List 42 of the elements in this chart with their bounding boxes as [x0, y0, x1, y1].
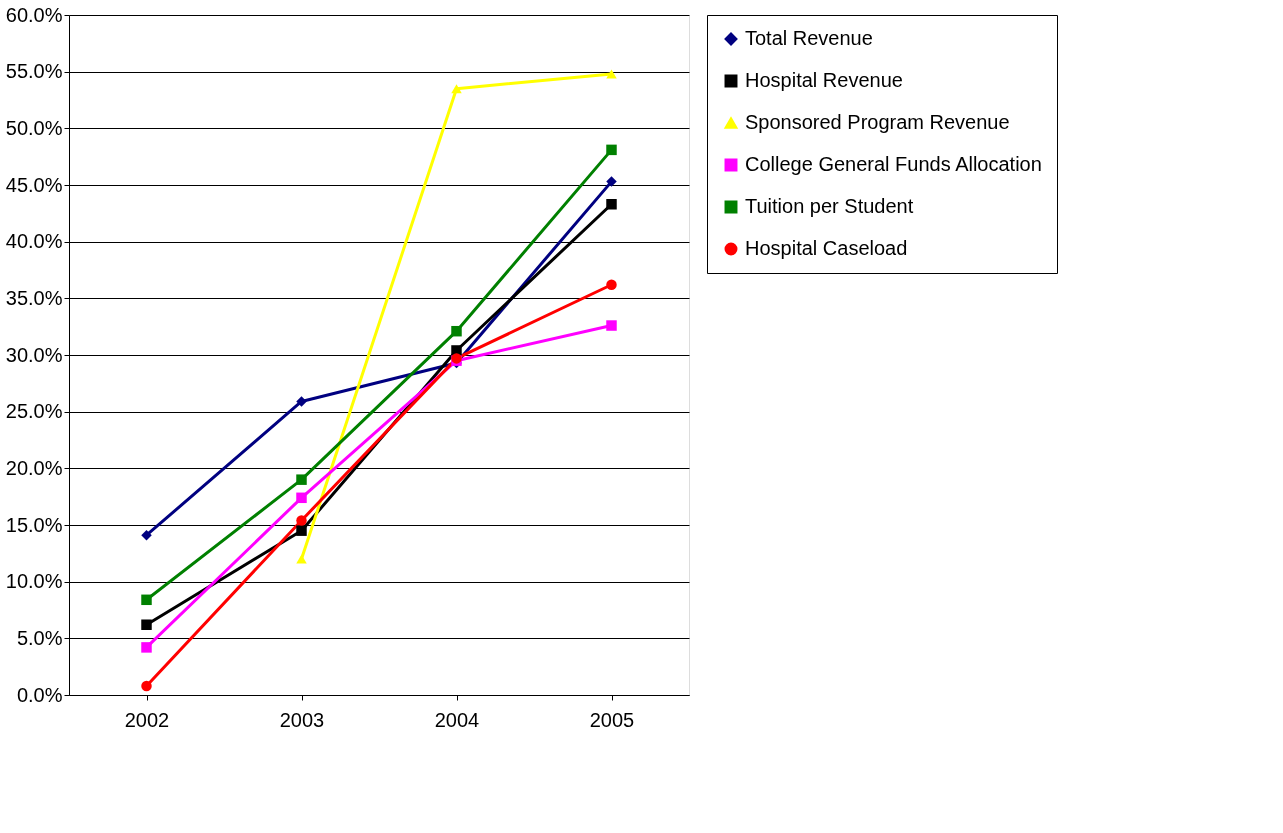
y-tick-label: 0.0% — [16, 683, 63, 706]
legend-label: Sponsored Program Revenue — [745, 111, 1010, 133]
legend-label: Hospital Caseload — [745, 237, 908, 259]
legend-label: Tuition per Student — [745, 195, 914, 217]
point — [141, 594, 152, 606]
point — [606, 69, 617, 79]
point — [141, 619, 152, 630]
x-tick-label: 2005 — [589, 708, 635, 731]
y-tick-label: 40.0% — [5, 230, 63, 253]
point — [141, 680, 152, 692]
point — [606, 199, 617, 210]
point — [141, 642, 152, 653]
legend-label: Hospital Revenue — [745, 69, 903, 91]
point — [606, 320, 617, 331]
point — [296, 515, 307, 526]
y-tick-label: 60.0% — [5, 3, 63, 26]
point — [296, 474, 307, 485]
point — [451, 325, 462, 337]
y-tick-label: 55.0% — [5, 60, 63, 83]
y-tick-label: 20.0% — [5, 456, 63, 479]
x-tick-label: 2004 — [434, 708, 480, 731]
y-tick-label: 30.0% — [5, 343, 63, 366]
point — [296, 396, 307, 407]
point — [451, 84, 462, 94]
y-tick-label: 15.0% — [5, 513, 63, 536]
y-tick-label: 5.0% — [16, 626, 63, 649]
y-tick-label: 10.0% — [5, 570, 63, 593]
point — [606, 279, 617, 290]
point — [296, 554, 307, 564]
y-tick-label: 50.0% — [5, 116, 63, 139]
legend-label: Total Revenue — [745, 27, 873, 49]
point — [141, 529, 152, 541]
x-tick-label: 2002 — [124, 708, 170, 731]
y-tick-label: 45.0% — [5, 173, 63, 196]
y-tick-label: 35.0% — [5, 286, 63, 309]
y-tick-label: 25.0% — [5, 400, 63, 423]
point — [606, 144, 617, 156]
legend-label: College General Funds Allocation — [745, 153, 1042, 175]
point — [296, 525, 307, 536]
point — [606, 176, 617, 187]
x-tick-label: 2003 — [279, 708, 325, 731]
point — [296, 492, 307, 504]
